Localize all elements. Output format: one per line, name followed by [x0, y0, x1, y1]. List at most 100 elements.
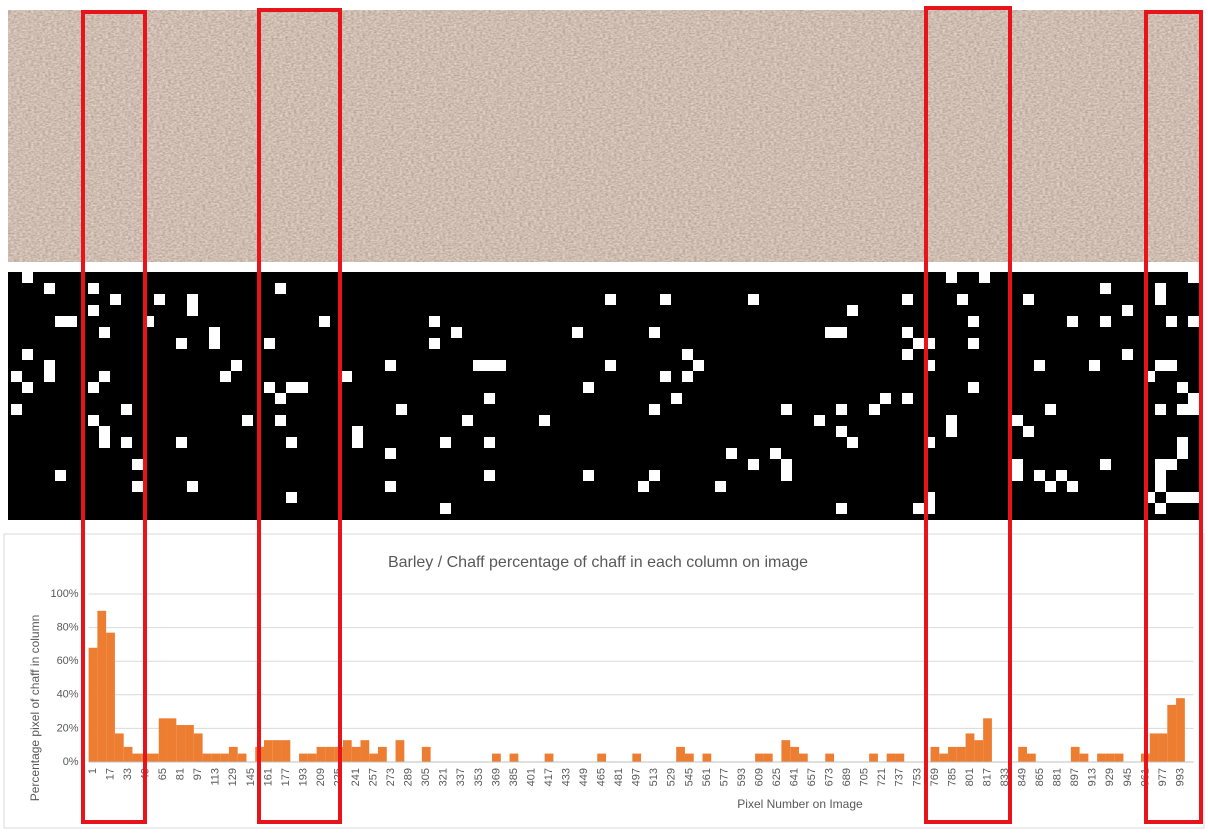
white-pixel — [176, 437, 187, 448]
white-pixel — [825, 327, 836, 338]
white-pixel — [121, 404, 132, 415]
white-pixel — [11, 371, 22, 382]
white-pixel — [66, 316, 77, 327]
white-pixel — [264, 382, 275, 393]
bar — [825, 754, 834, 762]
white-pixel — [176, 338, 187, 349]
page: 0%20%40%60%80%100%1173349658197113129145… — [0, 0, 1208, 831]
white-pixel — [132, 481, 143, 492]
white-pixel — [1012, 470, 1023, 481]
white-pixel — [682, 349, 693, 360]
x-tick-label: 625 — [771, 768, 783, 786]
white-pixel — [1188, 393, 1199, 404]
x-tick-label: 113 — [210, 768, 222, 786]
bar — [378, 747, 387, 762]
white-pixel — [1155, 481, 1166, 492]
white-pixel — [1045, 481, 1056, 492]
white-pixel — [385, 360, 396, 371]
x-tick-label: 321 — [438, 768, 450, 786]
bar — [132, 754, 141, 762]
white-pixel — [1155, 283, 1166, 294]
bar — [1106, 754, 1115, 762]
chart-title: Barley / Chaff percentage of chaff in ea… — [388, 554, 808, 571]
bar — [396, 740, 405, 762]
white-pixel — [1122, 305, 1133, 316]
white-pixel — [275, 393, 286, 404]
white-pixel — [187, 294, 198, 305]
bar — [939, 754, 948, 762]
white-pixel — [1100, 316, 1111, 327]
bar — [220, 754, 229, 762]
white-pixel — [495, 360, 506, 371]
bar — [422, 747, 431, 762]
bar — [887, 754, 896, 762]
white-pixel — [847, 305, 858, 316]
x-tick-label: 529 — [666, 768, 678, 786]
white-pixel — [1012, 415, 1023, 426]
y-tick-label: 20% — [57, 722, 79, 734]
white-pixel — [440, 437, 451, 448]
bar — [203, 754, 212, 762]
bar — [264, 740, 273, 762]
x-tick-label: 369 — [490, 768, 502, 786]
white-pixel — [913, 503, 924, 514]
x-tick-label: 273 — [385, 768, 397, 786]
bar — [974, 740, 983, 762]
bar — [238, 754, 247, 762]
white-pixel — [836, 327, 847, 338]
white-pixel — [1034, 360, 1045, 371]
white-pixel — [968, 382, 979, 393]
white-pixel — [1188, 404, 1199, 415]
x-tick-label: 673 — [824, 768, 836, 786]
white-pixel — [781, 459, 792, 470]
x-tick-label: 129 — [227, 768, 239, 786]
white-pixel — [484, 360, 495, 371]
y-tick-label: 60% — [57, 655, 79, 667]
x-tick-label: 769 — [929, 768, 941, 786]
x-tick-label: 385 — [508, 768, 520, 786]
white-pixel — [484, 393, 495, 404]
x-tick-label: 81 — [175, 768, 187, 780]
x-tick-label: 1 — [87, 768, 99, 774]
bar — [492, 754, 501, 762]
white-pixel — [946, 426, 957, 437]
x-tick-label: 753 — [911, 768, 923, 786]
white-pixel — [539, 415, 550, 426]
white-pixel — [187, 305, 198, 316]
bar — [764, 754, 773, 762]
white-pixel — [154, 294, 165, 305]
white-pixel — [1012, 459, 1023, 470]
bar — [983, 718, 992, 762]
x-tick-label: 497 — [631, 768, 643, 786]
white-pixel — [473, 360, 484, 371]
barley-photo-texture — [8, 10, 1200, 262]
white-pixel — [44, 371, 55, 382]
x-tick-label: 945 — [1122, 768, 1134, 786]
white-pixel — [99, 426, 110, 437]
x-tick-label: 417 — [543, 768, 555, 786]
y-tick-label: 80% — [57, 622, 79, 634]
white-pixel — [847, 437, 858, 448]
white-pixel — [88, 283, 99, 294]
x-tick-label: 785 — [946, 768, 958, 786]
white-pixel — [1155, 503, 1166, 514]
bar — [97, 611, 106, 762]
white-pixel — [1067, 316, 1078, 327]
bar — [168, 718, 177, 762]
y-tick-label: 0% — [63, 756, 79, 768]
white-pixel — [429, 316, 440, 327]
bar — [869, 754, 878, 762]
white-pixel — [1023, 426, 1034, 437]
binary-image — [8, 272, 1200, 520]
white-pixel — [605, 294, 616, 305]
bar — [545, 754, 554, 762]
white-pixel — [1155, 459, 1166, 470]
white-pixel — [1177, 437, 1188, 448]
white-pixel — [88, 305, 99, 316]
white-pixel — [649, 470, 660, 481]
white-pixel — [110, 294, 121, 305]
x-tick-label: 593 — [736, 768, 748, 786]
white-pixel — [88, 415, 99, 426]
white-pixel — [242, 415, 253, 426]
white-pixel — [275, 415, 286, 426]
